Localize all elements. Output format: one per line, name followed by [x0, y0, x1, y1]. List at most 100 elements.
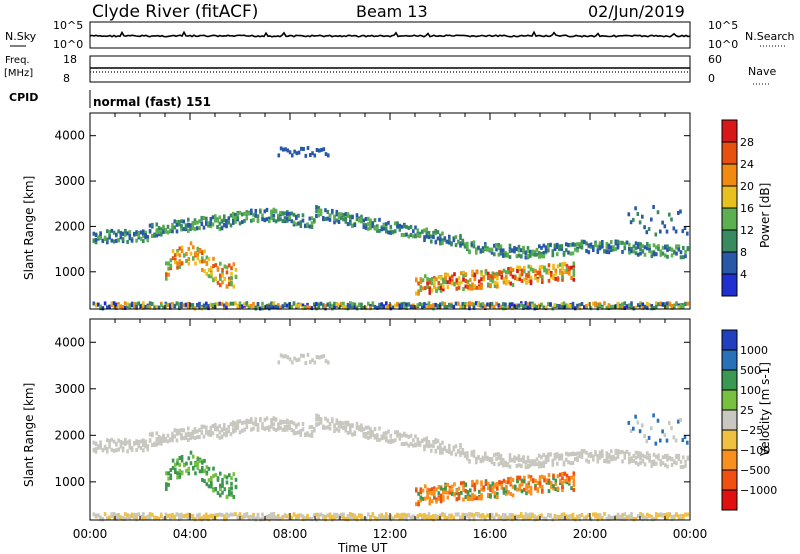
velocity-cell	[561, 484, 564, 489]
velocity-cell	[558, 453, 561, 458]
velocity-cell	[495, 456, 498, 461]
velocity-cell	[291, 360, 294, 365]
power-cell	[605, 241, 609, 246]
velocity-cell	[502, 512, 505, 517]
power-cell	[673, 249, 676, 254]
power-cell	[520, 268, 524, 273]
velocity-cell	[351, 423, 354, 428]
velocity-cell	[223, 474, 227, 479]
power-cell	[135, 238, 138, 243]
velocity-cell	[369, 427, 372, 432]
power-cell	[544, 245, 548, 250]
velocity-cell	[511, 478, 515, 482]
power-cell	[556, 252, 559, 257]
velocity-cell	[369, 429, 372, 434]
power-cell	[403, 301, 406, 306]
velocity-cell	[679, 465, 683, 469]
velocity-cell	[115, 441, 118, 446]
power-cell	[623, 306, 627, 310]
power-cell	[508, 249, 512, 253]
power-cell	[426, 281, 429, 286]
power-cell	[151, 301, 154, 306]
velocity-cell	[482, 487, 486, 492]
velocity-cell	[155, 516, 159, 520]
velocity-cell	[290, 420, 294, 425]
velocity-cell	[173, 428, 177, 433]
velocity-cell	[378, 516, 381, 521]
power-cell	[542, 251, 546, 255]
power-cell	[520, 279, 524, 283]
velocity-cell	[517, 454, 521, 459]
velocity-cell	[646, 512, 649, 517]
nsearch-label: N.Search	[745, 30, 795, 43]
velocity-cell	[369, 434, 372, 439]
power-cell	[641, 249, 645, 254]
velocity-cell	[400, 516, 404, 521]
velocity-cell	[202, 424, 206, 429]
velocity-cell	[641, 423, 644, 428]
velocity-cell	[552, 486, 555, 491]
power-cell	[94, 237, 98, 242]
velocity-cell	[596, 517, 600, 522]
power-cell	[142, 239, 145, 244]
velocity-cell	[243, 513, 246, 517]
power-cell	[428, 290, 432, 295]
power-cell	[322, 216, 325, 220]
velocity-cell	[117, 438, 120, 443]
velocity-cell	[583, 449, 586, 454]
velocity-cell	[587, 459, 591, 464]
power-cell	[178, 259, 182, 264]
velocity-cell	[477, 513, 480, 517]
power-cell	[324, 217, 327, 221]
power-cell	[572, 268, 576, 273]
velocity-cell	[219, 493, 222, 498]
power-cell	[191, 220, 195, 225]
power-cell	[645, 230, 649, 235]
power-cell	[499, 248, 503, 253]
velocity-cell	[203, 479, 206, 484]
power-cell	[434, 302, 438, 307]
velocity-cell	[230, 491, 233, 496]
power-cell	[234, 275, 238, 279]
velocity-cell	[279, 353, 283, 358]
power-cell	[124, 229, 127, 234]
power-cell	[378, 217, 381, 222]
velocity-cell	[643, 515, 647, 520]
power-cell	[670, 247, 674, 252]
velocity-cell	[337, 420, 341, 425]
velocity-cell	[302, 353, 305, 358]
power-cell	[542, 254, 546, 259]
power-cell	[639, 251, 642, 256]
velocity-cell	[268, 425, 271, 430]
velocity-cell	[201, 466, 204, 470]
velocity-cell	[634, 455, 638, 460]
power-cell	[525, 280, 528, 285]
power-cell	[261, 301, 264, 306]
power-cell	[398, 227, 402, 232]
velocity-cell	[487, 481, 490, 486]
velocity-cell	[544, 458, 548, 463]
velocity-cell	[380, 513, 384, 518]
power-cell	[515, 254, 519, 259]
power-cell	[424, 274, 427, 279]
velocity-cell	[232, 423, 235, 428]
power-cell	[473, 277, 477, 282]
velocity-cell	[684, 459, 687, 464]
velocity-cell	[169, 515, 172, 520]
velocity-cell	[439, 447, 442, 451]
power-cell	[126, 302, 129, 307]
velocity-cell	[659, 438, 662, 443]
velocity-cell	[119, 515, 123, 520]
velocity-cell	[108, 441, 111, 446]
power-cell	[529, 301, 532, 306]
power-cell	[184, 223, 188, 228]
power-cell	[212, 278, 215, 283]
velocity-cell	[666, 516, 669, 521]
power-cell	[551, 253, 555, 258]
velocity-cell	[299, 513, 303, 518]
velocity-cell	[677, 419, 680, 424]
velocity-cell	[396, 512, 399, 517]
velocity-cell	[605, 451, 609, 456]
power-cell	[409, 304, 413, 309]
power-cell	[681, 229, 685, 234]
